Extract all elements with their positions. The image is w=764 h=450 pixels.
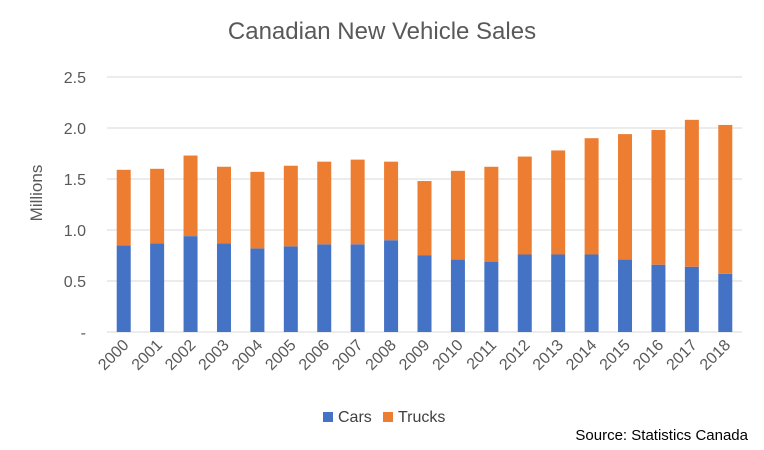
bar-trucks-2003 (216, 166, 231, 244)
x-tick-label: 2004 (229, 337, 266, 374)
bar-cars-2016 (651, 264, 666, 332)
x-tick-label: 2005 (262, 337, 299, 374)
x-tick-label: 2009 (396, 337, 433, 374)
bar-trucks-2014 (584, 138, 599, 255)
bar-cars-2012 (517, 254, 532, 332)
y-tick-label: 0.5 (64, 274, 86, 291)
bar-trucks-2008 (384, 161, 399, 241)
x-tick-label: 2016 (630, 337, 667, 374)
bar-trucks-2005 (283, 165, 298, 247)
bar-trucks-2002 (183, 155, 198, 237)
x-tick-label: 2000 (95, 337, 132, 374)
legend-swatch-trucks (383, 412, 393, 422)
y-tick-label: - (81, 325, 86, 342)
bar-cars-2010 (450, 259, 465, 332)
legend-label-cars: Cars (338, 409, 372, 426)
legend-label-trucks: Trucks (398, 409, 445, 426)
bar-cars-2011 (484, 261, 499, 332)
bar-trucks-2012 (517, 156, 532, 255)
y-tick-label: 2.0 (64, 121, 86, 138)
legend: Cars Trucks (323, 409, 445, 426)
bar-cars-2006 (317, 244, 332, 332)
bar-cars-2008 (384, 240, 399, 332)
bar-cars-2018 (718, 273, 733, 332)
x-tick-label: 2012 (496, 337, 533, 374)
bar-cars-2007 (350, 244, 365, 332)
x-tick-label: 2015 (597, 337, 634, 374)
bar-trucks-2017 (684, 119, 699, 267)
y-tick-label: 1.5 (64, 172, 86, 189)
bar-cars-2009 (417, 255, 432, 332)
bar-trucks-2009 (417, 181, 432, 256)
x-tick-label: 2007 (329, 337, 366, 374)
bar-cars-2017 (684, 266, 699, 332)
bar-trucks-2011 (484, 166, 499, 262)
source-note: Source: Statistics Canada (575, 427, 748, 444)
x-tick-label: 2008 (363, 337, 400, 374)
chart-title: Canadian New Vehicle Sales (227, 18, 537, 45)
bar-cars-2003 (216, 243, 231, 332)
bar-cars-2013 (551, 254, 566, 332)
bar-cars-2015 (618, 259, 633, 332)
bar-cars-2000 (116, 245, 131, 332)
bar-trucks-2007 (350, 159, 365, 245)
bar-cars-2014 (584, 254, 599, 332)
y-axis-title: Millions (27, 165, 46, 222)
bar-trucks-2015 (618, 134, 633, 260)
x-tick-label: 2018 (697, 337, 734, 374)
x-tick-label: 2001 (129, 337, 166, 374)
x-tick-label: 2006 (296, 337, 333, 374)
bar-cars-2005 (283, 246, 298, 332)
x-tick-label: 2010 (430, 337, 467, 374)
bar-trucks-2018 (718, 124, 733, 274)
y-tick-label: 2.5 (64, 70, 86, 87)
bar-cars-2004 (250, 248, 265, 332)
x-tick-label: 2003 (196, 337, 233, 374)
bar-trucks-2006 (317, 161, 332, 245)
x-tick-label: 2002 (162, 337, 199, 374)
bar-cars-2002 (183, 236, 198, 332)
bar-trucks-2001 (150, 168, 165, 244)
x-tick-label: 2013 (530, 337, 567, 374)
legend-swatch-cars (323, 412, 333, 422)
x-tick-label: 2014 (563, 337, 600, 374)
bar-trucks-2000 (116, 169, 131, 246)
y-axis: - 0.5 1.0 1.5 2.0 2.5 (64, 70, 86, 342)
bar-trucks-2010 (450, 170, 465, 260)
bar-trucks-2013 (551, 150, 566, 255)
bar-trucks-2016 (651, 130, 666, 265)
x-tick-label: 2011 (464, 337, 500, 373)
bar-cars-2001 (150, 243, 165, 332)
bar-trucks-2004 (250, 171, 265, 249)
x-axis: 2000200120022003200420052006200720082009… (95, 337, 734, 374)
y-tick-label: 1.0 (64, 223, 86, 240)
bars (116, 119, 733, 332)
x-tick-label: 2017 (664, 337, 701, 374)
